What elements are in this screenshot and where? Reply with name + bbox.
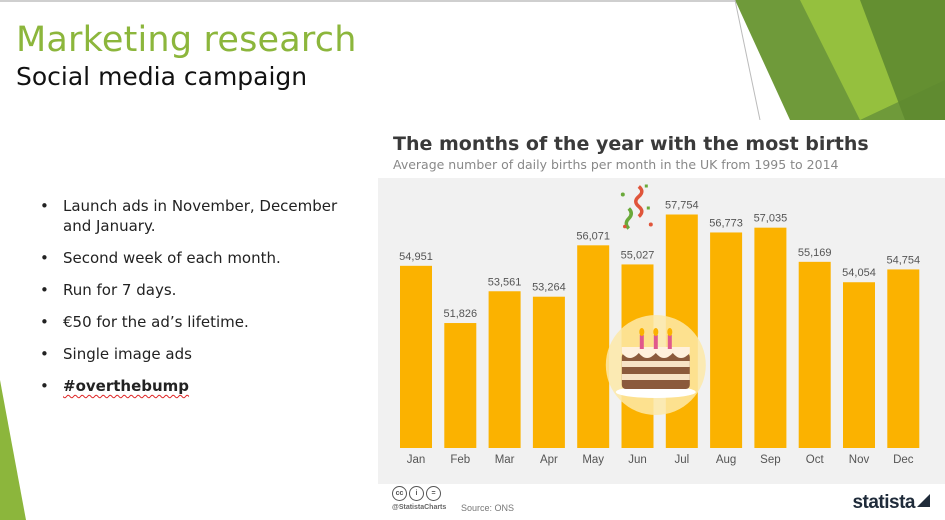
brand-name: statista xyxy=(852,492,915,513)
x-tick-label: Jan xyxy=(407,454,426,466)
bar-sep xyxy=(754,227,787,448)
bar-feb xyxy=(444,323,477,448)
bar-oct xyxy=(798,261,831,448)
social-handle: @StatistaCharts xyxy=(392,504,447,511)
chart-card: The months of the year with the most bir… xyxy=(378,120,945,520)
bullet-item-hashtag: #overthebump xyxy=(40,376,340,396)
data-label: 54,054 xyxy=(842,267,876,279)
x-tick-label: Aug xyxy=(716,454,736,466)
data-label: 55,169 xyxy=(798,247,832,259)
x-tick-label: May xyxy=(582,454,604,466)
bullet-list: Launch ads in November, December and Jan… xyxy=(40,196,340,408)
bar-may xyxy=(577,245,610,448)
x-tick-label: Jun xyxy=(628,454,647,466)
bar-apr xyxy=(532,296,565,448)
x-tick-label: Nov xyxy=(849,454,870,466)
bullet-item: Run for 7 days. xyxy=(40,280,340,300)
bullet-item: €50 for the ad’s lifetime. xyxy=(40,312,340,332)
x-tick-label: Apr xyxy=(540,454,558,466)
decor-shape-accent xyxy=(860,0,945,120)
cc-icon: cc xyxy=(392,486,407,501)
slide-top-border xyxy=(0,0,945,2)
hashtag-text: #overthebump xyxy=(63,377,190,395)
bar-aug xyxy=(710,232,743,448)
data-label: 54,754 xyxy=(886,254,920,266)
slide-title: Marketing research xyxy=(16,20,357,60)
chart-title: The months of the year with the most bir… xyxy=(393,133,869,155)
data-label: 53,561 xyxy=(488,276,522,288)
chart-source: Source: ONS xyxy=(461,503,515,513)
x-tick-label: Feb xyxy=(450,454,470,466)
chart-footer: cc i = @StatistaCharts Source: ONS stati… xyxy=(392,484,932,516)
data-label: 54,951 xyxy=(399,251,433,263)
decor-line xyxy=(734,0,761,121)
no-derivatives-icon: = xyxy=(426,486,441,501)
bar-dec xyxy=(887,269,920,448)
x-tick-label: Sep xyxy=(760,454,780,466)
data-label: 56,071 xyxy=(576,230,610,242)
data-label: 57,035 xyxy=(754,213,788,225)
bullet-item: Launch ads in November, December and Jan… xyxy=(40,196,340,236)
decor-corner xyxy=(0,380,26,520)
data-label: 57,754 xyxy=(665,200,699,212)
chart-subtitle: Average number of daily births per month… xyxy=(393,157,839,172)
x-tick-label: Jul xyxy=(674,454,689,466)
x-tick-label: Oct xyxy=(806,454,825,466)
bullet-item: Single image ads xyxy=(40,344,340,364)
statista-logo: statista xyxy=(852,492,930,514)
bar-nov xyxy=(843,282,875,448)
bar-chart: 54,951 Jan 51,826 Feb 53,561 Mar 53,264 Apr 56,0… xyxy=(378,178,945,484)
license-icons: cc i = xyxy=(392,486,441,501)
data-label: 56,773 xyxy=(709,217,743,229)
bar-mar xyxy=(488,291,521,448)
data-label: 51,826 xyxy=(443,308,477,320)
attribution-icon: i xyxy=(409,486,424,501)
data-label: 55,027 xyxy=(621,249,655,261)
data-label: 53,264 xyxy=(532,282,566,294)
x-tick-label: Mar xyxy=(495,454,515,466)
confetti-icon xyxy=(620,184,653,230)
slide-subtitle: Social media campaign xyxy=(16,62,308,91)
bullet-item: Second week of each month. xyxy=(40,248,340,268)
x-tick-label: Dec xyxy=(893,454,914,466)
birthday-cake-icon xyxy=(605,315,706,415)
statista-logo-icon xyxy=(917,494,930,507)
bar-jan xyxy=(400,265,432,448)
